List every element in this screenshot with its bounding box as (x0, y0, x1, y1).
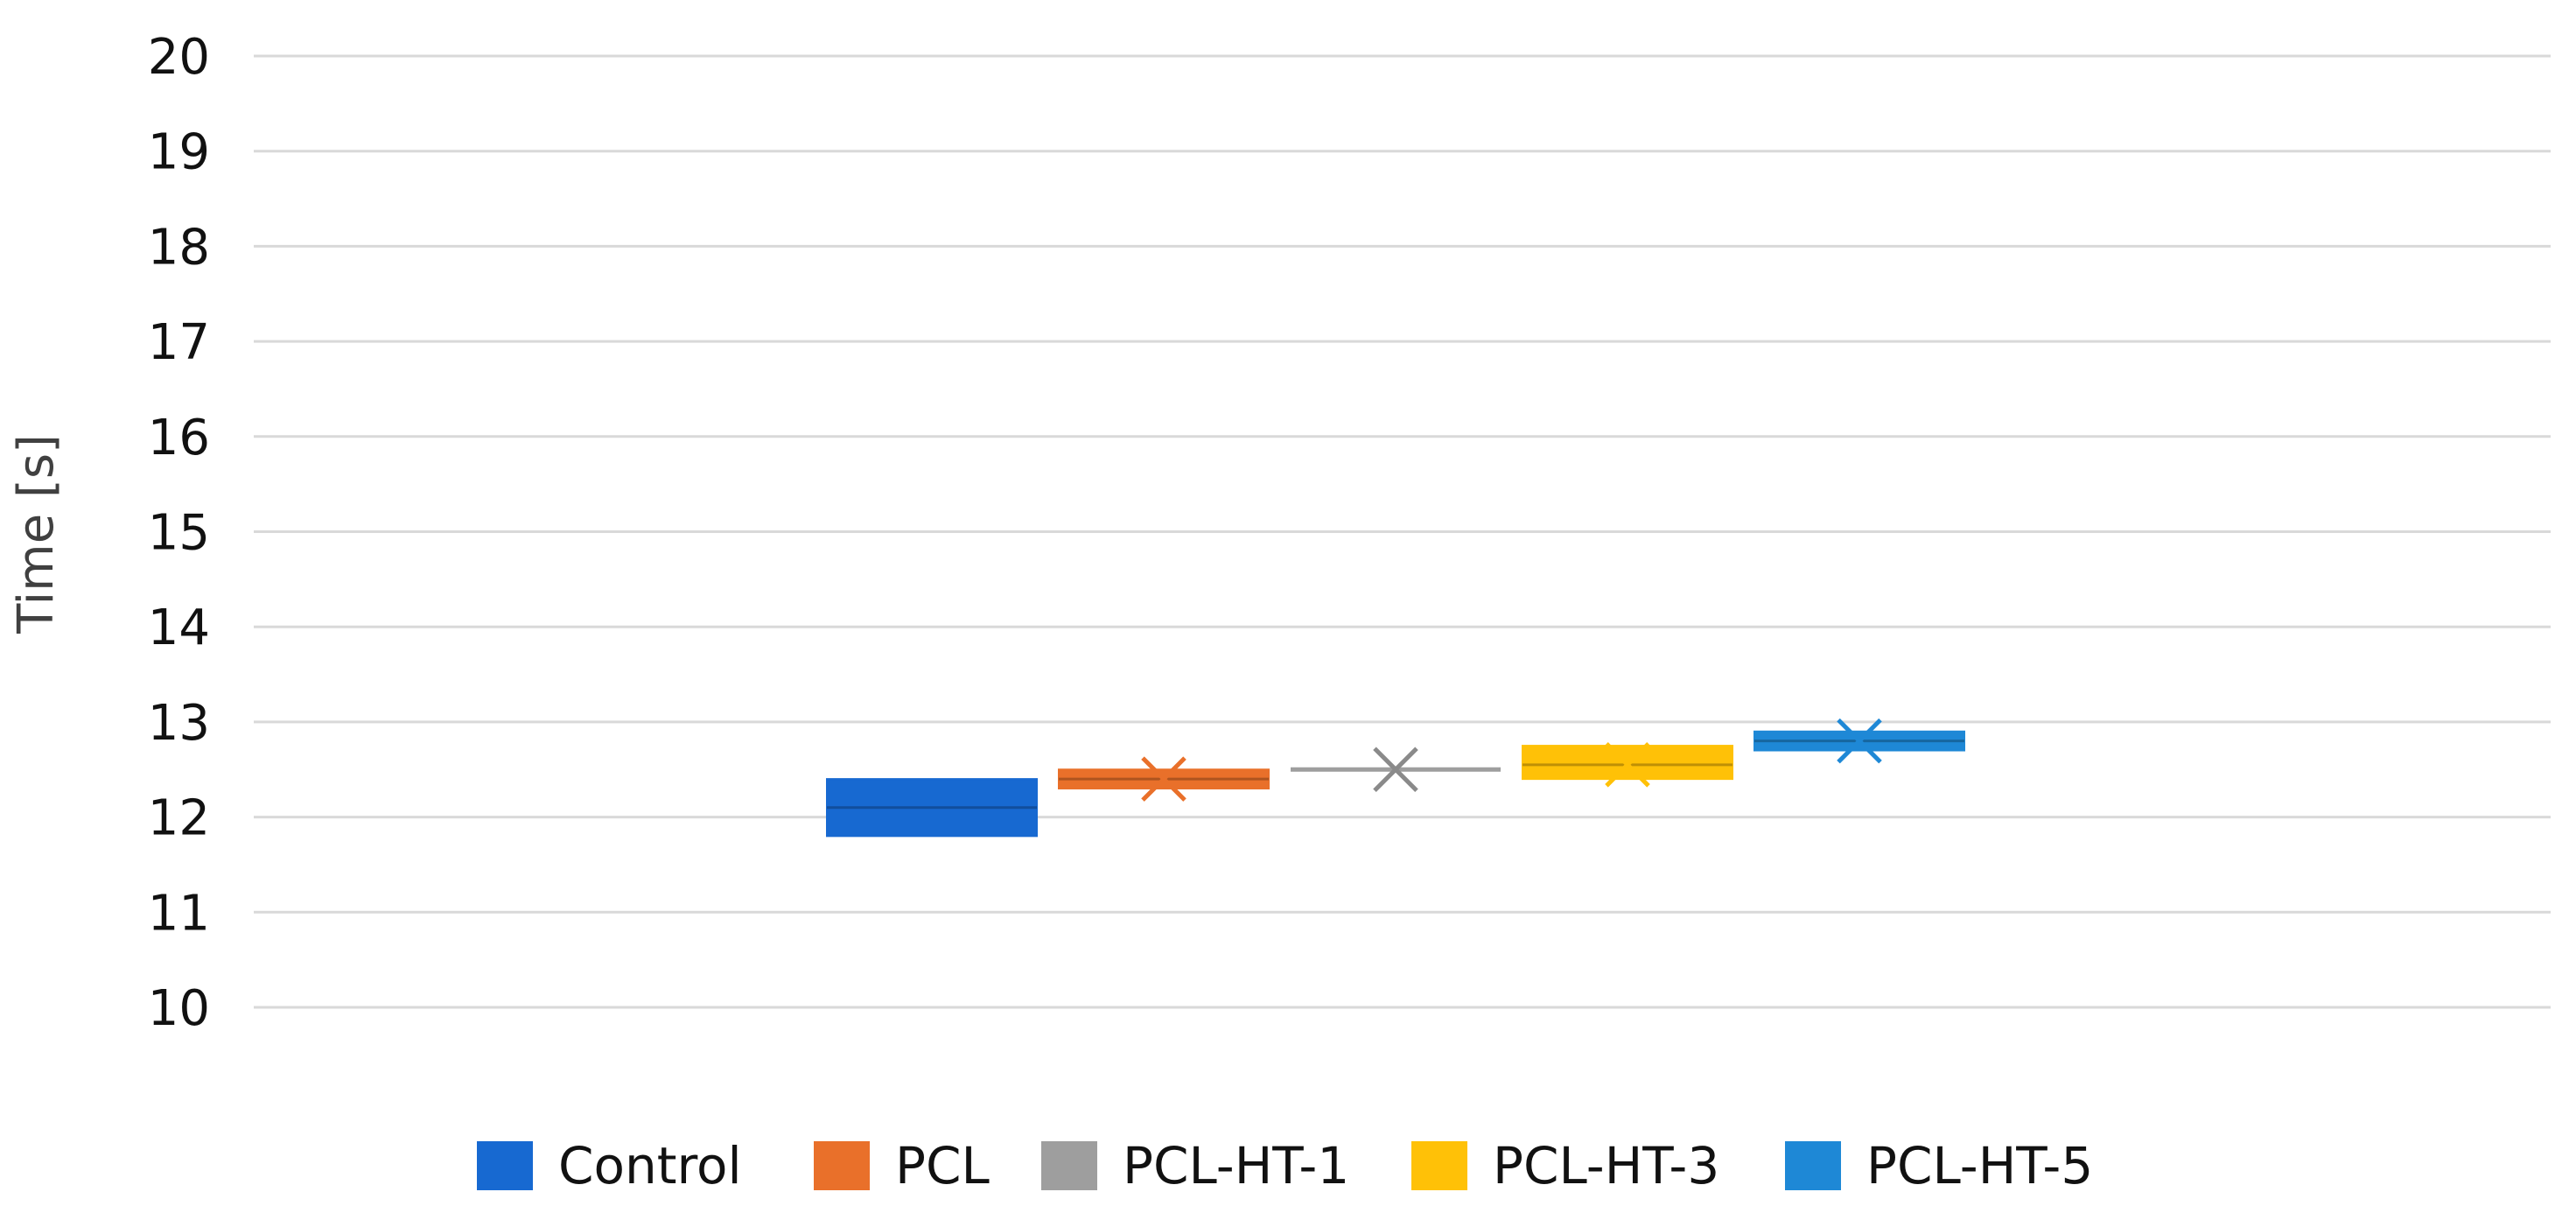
mean-marker (1141, 756, 1186, 802)
boxes (826, 718, 1965, 838)
mean-marker (1373, 747, 1418, 793)
y-tick-label: 14 (148, 599, 210, 656)
legend-swatch (1041, 1141, 1097, 1190)
y-tick-label: 17 (148, 314, 210, 371)
y-tick-label: 13 (148, 695, 210, 752)
box-pcl-ht-1 (1291, 747, 1501, 793)
legend-item-pcl-ht-3: PCL-HT-3 (1411, 1136, 1719, 1195)
mean-marker (1605, 742, 1650, 788)
legend-swatch (814, 1141, 870, 1190)
legend-item-pcl: PCL (814, 1136, 990, 1195)
box-pcl (1058, 756, 1270, 802)
gridlines (254, 54, 2551, 1009)
legend-swatch (1411, 1141, 1467, 1190)
legend-item-pcl-ht-1: PCL-HT-1 (1041, 1136, 1349, 1195)
y-axis-title: Time [s] (8, 434, 65, 635)
y-axis-tick-labels: 10 11 12 13 14 15 16 17 18 19 20 (148, 29, 210, 1037)
y-tick-label: 19 (148, 124, 210, 181)
y-tick-label: 15 (148, 505, 210, 562)
legend-swatch (477, 1141, 533, 1190)
y-tick-label: 12 (148, 790, 210, 847)
legend-label: Control (558, 1136, 742, 1195)
y-tick-label: 16 (148, 410, 210, 466)
box-body (826, 778, 1038, 838)
mean-marker (1837, 718, 1882, 764)
box-pcl-ht-5 (1754, 718, 1965, 764)
box-pcl-ht-3 (1522, 742, 1733, 788)
y-tick-label: 10 (148, 980, 210, 1037)
legend-swatch (1785, 1141, 1841, 1190)
legend-label: PCL (895, 1136, 990, 1195)
legend-label: PCL-HT-3 (1493, 1136, 1719, 1195)
y-tick-label: 18 (148, 219, 210, 276)
y-tick-label: 20 (148, 29, 210, 86)
legend-label: PCL-HT-1 (1123, 1136, 1349, 1195)
legend-label: PCL-HT-5 (1866, 1136, 2093, 1195)
legend: Control PCL PCL-HT-1 PCL-HT-3 PCL-HT-5 (477, 1136, 2093, 1195)
legend-item-pcl-ht-5: PCL-HT-5 (1785, 1136, 2093, 1195)
legend-item-control: Control (477, 1136, 742, 1195)
y-tick-label: 11 (148, 885, 210, 942)
box-control (826, 778, 1038, 838)
